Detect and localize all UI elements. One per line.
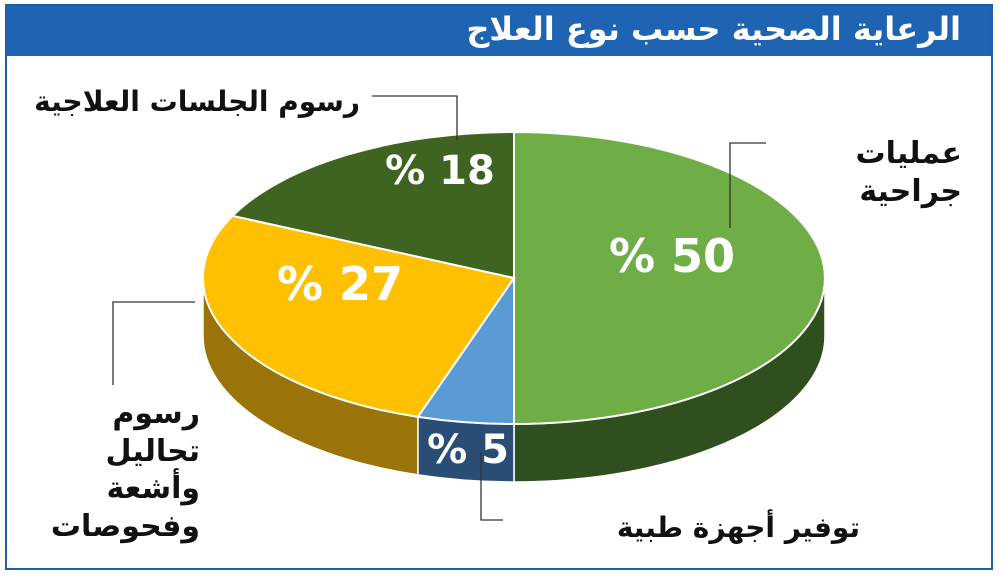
leader-line-sessions (372, 95, 458, 140)
label-tests-line1: رسوم تحاليل (105, 396, 200, 469)
leader-line-equipment (480, 452, 503, 521)
value-label-tests: % 27 (277, 257, 403, 311)
slice-surgeries (513, 130, 826, 426)
leader-line-tests (112, 301, 195, 385)
label-sessions: رسوم الجلسات العلاجية (34, 85, 360, 118)
label-tests: رسوم تحاليل وأشعة وفحوصات (30, 395, 200, 545)
chart-title: الرعاية الصحية حسب نوع العلاج (466, 10, 961, 48)
title-bar: الرعاية الصحية حسب نوع العلاج (7, 6, 991, 56)
label-tests-line3: وفحوصات (50, 508, 200, 544)
value-label-sessions: % 18 (385, 148, 495, 194)
leader-line-surgeries (729, 142, 766, 228)
label-surgeries-line2: جراحية (859, 173, 962, 209)
label-surgeries-line1: عمليات (855, 136, 962, 171)
value-label-equipment: % 5 (427, 427, 509, 473)
value-label-surgeries: % 50 (609, 229, 735, 283)
label-surgeries: عمليات جراحية (792, 135, 962, 210)
label-tests-line2: وأشعة (106, 471, 200, 506)
slice-sessions (230, 130, 515, 280)
label-equipment: توفير أجهزة طبية (616, 511, 860, 544)
slice-tests (202, 214, 516, 418)
